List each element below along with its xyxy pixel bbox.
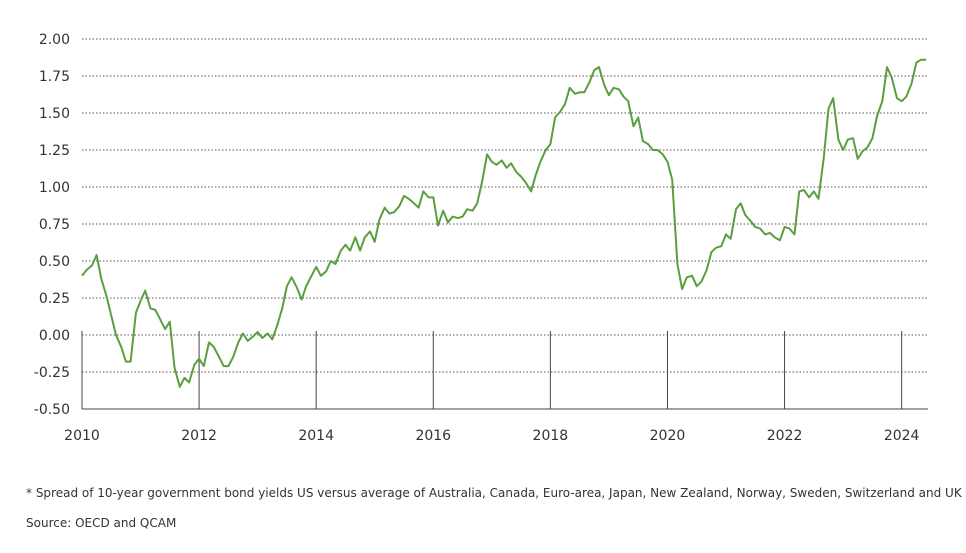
x-tick-label: 2020 (650, 428, 686, 444)
y-tick-label: -0.25 (34, 365, 70, 381)
x-axis-ticks (81, 331, 903, 409)
y-tick-label: -0.50 (34, 402, 70, 418)
y-tick-label: 0.25 (39, 291, 70, 307)
x-tick-label: 2010 (64, 428, 100, 444)
y-tick-label: 0.00 (39, 328, 70, 344)
x-tick-label: 2012 (181, 428, 217, 444)
y-axis-tick-labels: 2.00 1.75 1.50 1.25 1.00 0.75 0.50 0.25 0.00 -0.2… (34, 32, 70, 418)
y-tick-label: 1.00 (39, 180, 70, 196)
x-tick-label: 2016 (415, 428, 451, 444)
y-tick-label: 1.50 (39, 106, 70, 122)
y-tick-label: 1.25 (39, 143, 70, 159)
x-axis-tick-labels: 2010 2012 2014 2016 2018 2020 2022 2024 (64, 428, 919, 444)
chart-footnote: * Spread of 10-year government bond yiel… (26, 486, 962, 500)
x-tick-label: 2018 (533, 428, 569, 444)
y-tick-label: 0.50 (39, 254, 70, 270)
series-line-spread (81, 58, 927, 388)
line-chart: 2.00 1.75 1.50 1.25 1.00 0.75 0.50 0.25 0.00 -0.2… (34, 32, 928, 444)
x-tick-label: 2024 (884, 428, 920, 444)
y-tick-label: 0.75 (39, 217, 70, 233)
x-tick-label: 2014 (298, 428, 334, 444)
x-tick-label: 2022 (767, 428, 803, 444)
y-tick-label: 2.00 (39, 32, 70, 48)
gridlines (82, 38, 928, 410)
y-tick-label: 1.75 (39, 69, 70, 85)
chart-source: Source: OECD and QCAM (26, 516, 177, 530)
